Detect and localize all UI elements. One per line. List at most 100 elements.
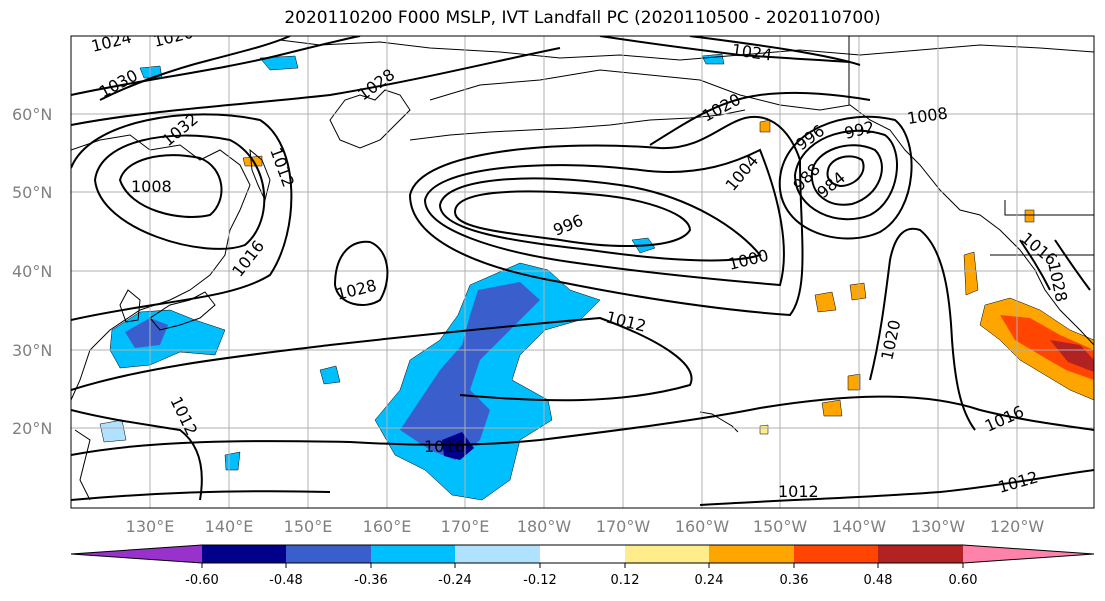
isobar-1028-coast [1054, 239, 1091, 291]
lon-label: 130°E [126, 517, 175, 536]
colorbar-tick-label: -0.12 [523, 573, 557, 588]
colorbar-segment [963, 545, 1094, 563]
map-title: 2020110200 F000 MSLP, IVT Landfall PC (2… [284, 8, 881, 28]
lat-label: 50°N [12, 183, 52, 202]
ivt-pos-small-3 [814, 291, 837, 313]
longitude-labels: 130°E 140°E 150°E 160°E 170°E 180°W 170°… [126, 517, 1045, 536]
colorbar-segment [709, 545, 794, 563]
isobar-low-siberia-1008 [118, 154, 223, 218]
ivt-pos-small-6 [759, 424, 769, 435]
colorbar-tick-label: -0.60 [185, 573, 219, 588]
isobar-low-gulf-992 [793, 129, 898, 221]
coast-aleutians [409, 109, 746, 141]
colorbar-segment [71, 545, 202, 563]
coast-canada-border [848, 36, 1094, 256]
isobar-1024-east [599, 36, 850, 63]
isobar-low-aleutian-1004 [423, 148, 785, 287]
colorbar-tick-label: 0.48 [864, 573, 893, 588]
isobar-label: 1012 [778, 482, 819, 501]
lon-label: 150°W [753, 517, 808, 536]
lat-label: 40°N [12, 262, 52, 281]
isobar-low-gulf-988 [810, 144, 883, 206]
ivt-westcoast-mid [1000, 315, 1094, 380]
ivt-pos-small-8 [1024, 209, 1035, 223]
lat-label: 20°N [12, 419, 52, 438]
graticule [71, 36, 1094, 508]
colorbar-tick-label: 0.36 [780, 573, 809, 588]
colorbar-tick-label: 0.60 [949, 573, 978, 588]
map-area: 1024 1020 1030 1032 1028 1008 1012 1016 … [71, 36, 1094, 508]
isobar-low-aleutian-1000 [438, 177, 762, 262]
coast-korea [119, 289, 141, 323]
coast-kamchatka [329, 89, 411, 149]
isobar-low-aleutian-1008 [408, 115, 804, 317]
coast-arctic [279, 39, 1094, 61]
lon-label: 170°W [596, 517, 651, 536]
ivt-small-3 [259, 55, 299, 71]
isobar-1024-north [71, 36, 361, 96]
colorbar: -0.60 -0.48 -0.36 -0.24 -0.12 0.12 0.24 … [70, 544, 1095, 588]
lat-label: 60°N [12, 105, 52, 124]
ivt-small-7 [224, 451, 241, 471]
ivt-small-6 [99, 419, 127, 443]
colorbar-segment [371, 545, 455, 563]
isobar-high-1028 [333, 240, 389, 306]
colorbar-tick-label: -0.24 [438, 573, 472, 588]
colorbar-tick-label: -0.48 [269, 573, 303, 588]
lon-label: 120°W [990, 517, 1045, 536]
lat-label: 30°N [12, 341, 52, 360]
latitude-labels: 60°N 50°N 40°N 30°N 20°N [12, 105, 52, 438]
isobar-1016-south [71, 395, 1094, 456]
ivt-pos-small-2 [849, 282, 867, 301]
colorbar-segment [455, 545, 540, 563]
ivt-small-5 [701, 53, 725, 65]
coast-japan [149, 291, 216, 331]
ivt-pos-small-9 [759, 119, 771, 133]
isobar-1020-subtropical [869, 227, 976, 431]
isobar-1012-west-south [71, 409, 203, 501]
lon-label: 140°W [832, 517, 887, 536]
lon-label: 170°E [441, 517, 490, 536]
isobar-1016-west [71, 113, 293, 321]
colorbar-segment [794, 545, 878, 563]
coast-philippines [74, 429, 91, 501]
ivt-pos-small-1 [963, 251, 979, 296]
lon-label: 160°E [363, 517, 412, 536]
lon-label: 180°W [517, 517, 572, 536]
coastlines [71, 36, 1094, 501]
ivt-japan-mid [125, 318, 168, 348]
ivt-pos-small-5 [847, 373, 861, 391]
coast-asia-east [71, 134, 251, 401]
isobar-label: 1008 [131, 177, 172, 196]
coast-alaska [429, 69, 1094, 346]
colorbar-segment [878, 545, 963, 563]
isobar-1024-coast [1019, 239, 1051, 291]
lon-label: 160°W [675, 517, 730, 536]
ivt-shading-positive [242, 119, 1094, 435]
isobar-low-aleutian-996 [453, 190, 692, 247]
lon-label: 130°W [911, 517, 966, 536]
lon-label: 150°E [284, 517, 333, 536]
colorbar-segment [625, 545, 709, 563]
isobar-1012-far-south [71, 469, 1094, 506]
isobar-1020-east [649, 36, 871, 146]
colorbar-tick-label: 0.12 [611, 573, 640, 588]
isobar-low-gulf-996 [778, 115, 913, 240]
ivt-westcoast-core [1050, 340, 1094, 372]
colorbar-tick-label: -0.36 [354, 573, 388, 588]
isobar-1012-south [71, 316, 693, 402]
ivt-plume-core [442, 432, 474, 460]
colorbar-tick-label: 0.24 [695, 573, 724, 588]
isobar-label: 1016 [424, 437, 465, 456]
ivt-pos-small-4 [821, 399, 843, 417]
colorbar-segment [540, 545, 625, 563]
map-frame [70, 35, 1095, 509]
ivt-small-2 [319, 365, 341, 385]
isobars [71, 36, 1094, 506]
isobar-1030-north [99, 36, 291, 101]
colorbar-ticks [201, 563, 964, 568]
isobar-1020-north [71, 47, 561, 126]
colorbar-segment [286, 545, 371, 563]
lon-label: 140°E [205, 517, 254, 536]
